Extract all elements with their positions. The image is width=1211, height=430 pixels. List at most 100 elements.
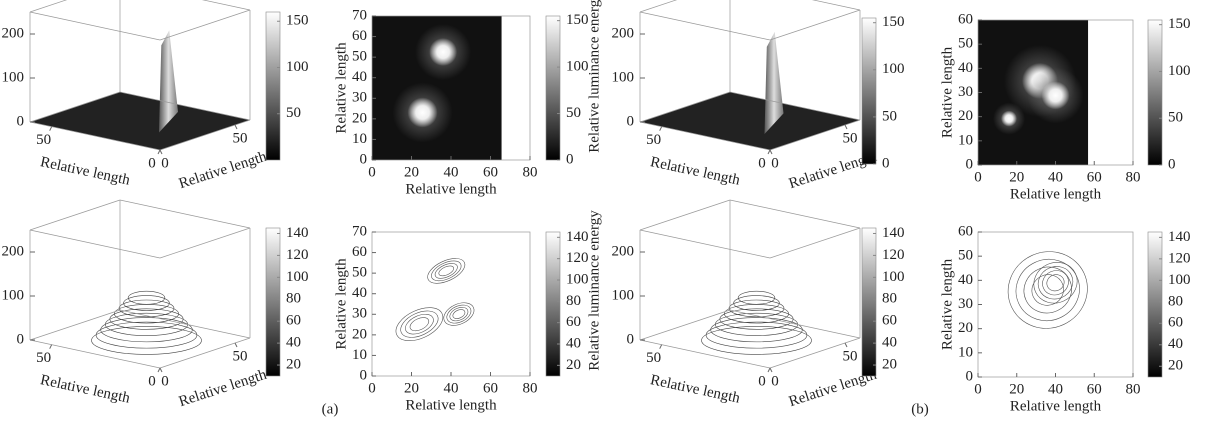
contour-line	[444, 301, 474, 326]
colorbar-tick-label: 50	[286, 105, 301, 121]
y-tick-label: 60	[958, 223, 973, 239]
surface-floor	[30, 92, 250, 150]
z-tick-label: 100	[612, 69, 635, 85]
y-tick-label: 0	[966, 368, 974, 384]
colorbar-tick-label: 20	[1168, 358, 1183, 374]
colorbar-tick-label: 120	[1168, 250, 1191, 266]
y-tick	[768, 368, 770, 372]
x-tick-label: 40	[1048, 381, 1063, 397]
contour-line	[1006, 249, 1090, 331]
x-tick-label: 50	[843, 348, 858, 364]
contour-line	[92, 326, 202, 354]
z-tick-label: 200	[2, 25, 25, 41]
y-tick-label: 0	[360, 151, 368, 167]
z-tick-label: 0	[17, 331, 25, 347]
y-axis-label: Relative length	[649, 372, 742, 407]
z-tick-label: 200	[612, 25, 635, 41]
z-axis-label: Relative luminance energy	[586, 0, 602, 153]
colorbar-tick-label: 40	[286, 335, 301, 351]
box-edge	[730, 310, 860, 338]
surface-floor	[640, 92, 860, 150]
x-tick	[235, 343, 237, 347]
colorbar-tick-label: 60	[882, 313, 897, 329]
x-axis-label: Relative length	[1010, 398, 1102, 414]
colorbar-tick-label: 0	[882, 155, 890, 171]
contour-line	[402, 310, 436, 338]
y-tick	[158, 150, 160, 154]
image-blob	[1042, 81, 1070, 109]
contour-line	[128, 291, 165, 304]
x-tick-label: 0	[161, 373, 169, 389]
colorbar-tick-label: 140	[286, 225, 309, 241]
colorbar-tick-label: 150	[286, 13, 309, 29]
x-tick-label: 40	[444, 164, 459, 180]
y-tick-label: 50	[646, 350, 661, 366]
x-tick-label: 80	[523, 164, 538, 180]
box-edge	[770, 228, 860, 258]
colorbar	[862, 228, 876, 376]
box-edge	[120, 200, 250, 228]
contour-line	[424, 253, 469, 288]
y-tick-label: 40	[958, 272, 973, 288]
y-tick-label: 70	[352, 7, 367, 23]
y-tick-label: 50	[352, 49, 367, 65]
colorbar-tick-label: 80	[566, 293, 581, 309]
colorbar-tick-label: 60	[286, 313, 301, 329]
y-axis-label: Relative length	[333, 258, 349, 350]
x-tick-label: 20	[404, 164, 419, 180]
contour-line	[734, 296, 780, 311]
x-tick-label: 20	[404, 380, 419, 396]
colorbar	[1148, 20, 1162, 165]
y-tick-label: 20	[958, 108, 973, 124]
y-tick-label: 0	[758, 155, 766, 171]
colorbar-tick-label: 100	[1168, 272, 1191, 288]
x-tick-label: 0	[974, 381, 982, 397]
colorbar-tick-label: 150	[882, 14, 905, 30]
colorbar-tick-label: 40	[882, 335, 897, 351]
colorbar-tick-label: 50	[1168, 110, 1183, 126]
colorbar-tick-label: 120	[566, 250, 589, 266]
colorbar-tick-label: 100	[286, 269, 309, 285]
y-tick-label: 30	[352, 90, 367, 106]
contour-line	[408, 315, 431, 334]
x-tick-label: 80	[1126, 381, 1141, 397]
colorbar-tick-label: 100	[286, 59, 309, 75]
colorbar-tick-label: 100	[1168, 63, 1191, 79]
colorbar-tick-label: 100	[566, 59, 589, 75]
contour-line	[995, 239, 1100, 342]
x-tick-label: 80	[523, 380, 538, 396]
y-tick-label: 60	[958, 11, 973, 27]
y-tick-label: 50	[352, 265, 367, 281]
x-tick-label: 0	[771, 373, 779, 389]
contour-line	[1027, 255, 1084, 310]
caption: (a)	[322, 401, 339, 417]
y-tick-label: 40	[352, 285, 367, 301]
box-edge	[30, 200, 120, 230]
y-tick-label: 0	[966, 156, 974, 172]
colorbar-tick-label: 140	[1168, 229, 1191, 245]
contour-line	[702, 326, 812, 354]
z-tick-label: 100	[2, 287, 25, 303]
y-tick	[158, 368, 160, 372]
colorbar-tick-label: 120	[882, 247, 905, 263]
contour-line	[437, 264, 455, 278]
x-tick-label: 60	[1087, 381, 1102, 397]
box-edge	[640, 12, 770, 40]
y-axis-label: Relative length	[649, 154, 742, 189]
colorbar-tick-label: 150	[566, 12, 589, 28]
contour-line	[738, 291, 775, 304]
y-tick-label: 50	[958, 248, 973, 264]
y-tick-label: 30	[958, 84, 973, 100]
y-tick-label: 20	[352, 326, 367, 342]
image-blob	[429, 38, 457, 66]
x-tick	[770, 368, 772, 372]
figure: (a) (b) 0100200050050Relative luminance …	[0, 0, 1211, 430]
y-tick-label: 30	[958, 296, 973, 312]
y-tick-label: 50	[36, 350, 51, 366]
y-axis-label: Relative length	[333, 42, 349, 134]
y-tick	[768, 150, 770, 154]
x-tick	[235, 125, 237, 129]
x-tick	[770, 150, 772, 154]
y-tick-label: 20	[958, 320, 973, 336]
colorbar-tick-label: 140	[882, 225, 905, 241]
